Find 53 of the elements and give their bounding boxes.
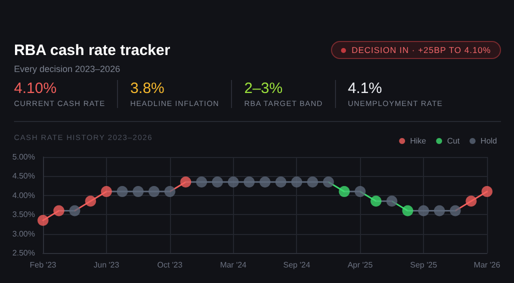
point xyxy=(322,176,334,188)
chart-title: RBA cash rate tracker xyxy=(14,42,170,59)
x-tick-label: Jun '23 xyxy=(94,260,120,270)
point xyxy=(38,214,48,226)
point xyxy=(180,176,192,188)
point xyxy=(291,176,302,188)
point xyxy=(275,176,286,188)
text: 2–3% xyxy=(244,80,284,97)
x-tick-label: Oct '23 xyxy=(157,260,183,270)
point xyxy=(100,186,112,198)
legend-label: Hold xyxy=(480,136,497,146)
legend-label: Hike xyxy=(410,136,427,146)
y-tick-label: 4.00% xyxy=(12,190,35,200)
text: 3.8% xyxy=(130,80,166,97)
point xyxy=(354,186,366,198)
point xyxy=(338,186,350,198)
point xyxy=(434,205,445,216)
point xyxy=(69,205,80,216)
point xyxy=(244,176,255,188)
x-tick-label: Apr '25 xyxy=(348,260,374,270)
point xyxy=(466,196,477,207)
point xyxy=(260,176,270,188)
y-tick-label: 3.00% xyxy=(12,229,35,238)
point xyxy=(450,205,461,216)
point xyxy=(402,205,414,216)
x-tick-label: Mar '24 xyxy=(220,260,248,270)
x-tick-label: Sep '25 xyxy=(410,260,438,270)
point xyxy=(482,186,492,198)
text: 4.10% xyxy=(14,80,58,97)
y-tick-label: 2.50% xyxy=(12,248,35,258)
point xyxy=(164,186,176,198)
point xyxy=(386,196,398,207)
x-tick-label: Feb '23 xyxy=(30,260,57,270)
x-tick-label: Mar '26 xyxy=(474,260,501,270)
point xyxy=(370,196,382,207)
point xyxy=(228,176,239,188)
point xyxy=(196,176,208,188)
point xyxy=(53,205,64,216)
text: DECISION IN · +25BP TO 4.10% xyxy=(352,45,491,55)
point xyxy=(116,186,128,198)
point xyxy=(307,176,318,188)
y-tick-label: 5.00% xyxy=(12,152,35,162)
y-tick-label: 4.50% xyxy=(12,172,35,181)
y-tick-label: 3.50% xyxy=(12,210,35,220)
point xyxy=(418,205,430,216)
legend-label: Cut xyxy=(447,136,460,146)
point xyxy=(85,196,96,207)
chart-subtitle: Every decision 2023–2026 xyxy=(14,64,120,74)
point xyxy=(132,186,144,198)
text: 4.1% xyxy=(348,80,384,97)
point xyxy=(148,186,160,198)
x-tick-label: Sep '24 xyxy=(283,260,311,270)
point xyxy=(212,176,223,188)
